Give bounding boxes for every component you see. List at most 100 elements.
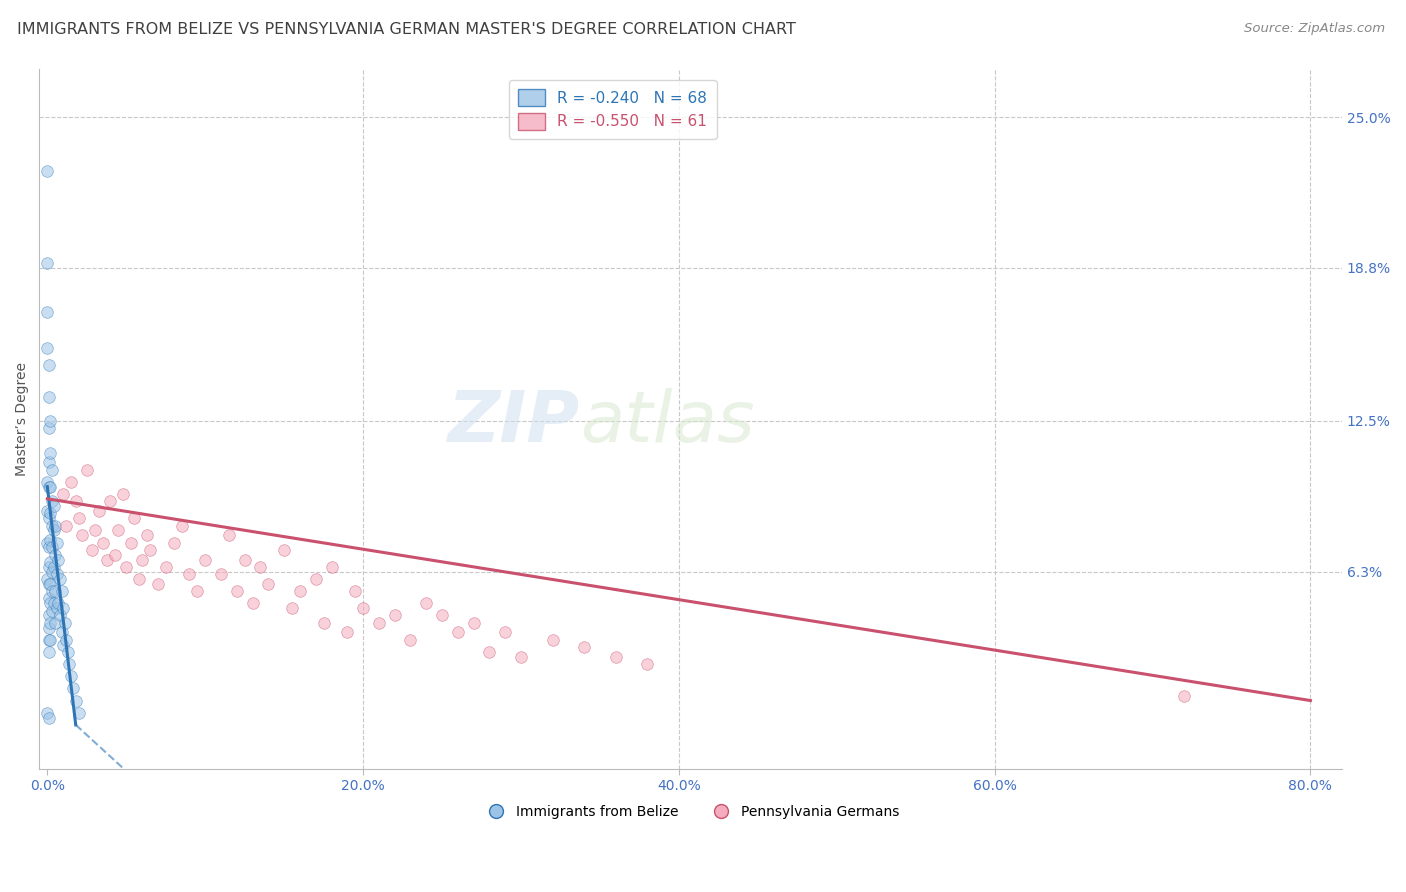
Point	[91, 535, 114, 549]
Point	[39, 596, 62, 610]
Text: IMMIGRANTS FROM BELIZE VS PENNSYLVANIA GERMAN MASTER'S DEGREE CORRELATION CHART: IMMIGRANTS FROM BELIZE VS PENNSYLVANIA G…	[17, 22, 796, 37]
Point	[48, 596, 70, 610]
Point	[41, 584, 63, 599]
Point	[49, 608, 72, 623]
Point	[170, 518, 193, 533]
Point	[38, 608, 60, 623]
Point	[52, 601, 75, 615]
Point	[218, 528, 240, 542]
Point	[352, 601, 374, 615]
Point	[1173, 689, 1195, 703]
Point	[146, 577, 169, 591]
Point	[83, 524, 105, 538]
Point	[41, 541, 63, 555]
Point	[225, 584, 247, 599]
Point	[38, 591, 60, 606]
Point	[415, 596, 437, 610]
Point	[312, 615, 335, 630]
Point	[104, 548, 127, 562]
Point	[56, 645, 79, 659]
Text: Source: ZipAtlas.com: Source: ZipAtlas.com	[1244, 22, 1385, 36]
Point	[194, 552, 217, 566]
Point	[344, 584, 367, 599]
Point	[37, 163, 59, 178]
Point	[38, 577, 60, 591]
Point	[242, 596, 264, 610]
Point	[39, 480, 62, 494]
Point	[76, 462, 98, 476]
Point	[41, 604, 63, 618]
Point	[55, 632, 77, 647]
Point	[37, 706, 59, 720]
Text: ZIP: ZIP	[447, 387, 581, 457]
Point	[38, 559, 60, 574]
Legend: Immigrants from Belize, Pennsylvania Germans: Immigrants from Belize, Pennsylvania Ger…	[477, 799, 905, 825]
Point	[38, 358, 60, 372]
Point	[51, 584, 73, 599]
Point	[48, 552, 70, 566]
Point	[37, 256, 59, 270]
Point	[45, 601, 67, 615]
Point	[37, 572, 59, 586]
Point	[430, 608, 453, 623]
Point	[70, 528, 93, 542]
Point	[257, 577, 280, 591]
Point	[59, 475, 82, 489]
Point	[41, 494, 63, 508]
Point	[41, 518, 63, 533]
Point	[53, 615, 76, 630]
Point	[37, 475, 59, 489]
Point	[131, 552, 153, 566]
Point	[39, 507, 62, 521]
Point	[38, 390, 60, 404]
Point	[281, 601, 304, 615]
Point	[305, 572, 328, 586]
Point	[45, 535, 67, 549]
Point	[39, 632, 62, 647]
Point	[39, 445, 62, 459]
Point	[62, 681, 84, 696]
Point	[115, 559, 138, 574]
Point	[39, 615, 62, 630]
Point	[89, 504, 111, 518]
Point	[38, 621, 60, 635]
Point	[80, 542, 103, 557]
Point	[45, 567, 67, 582]
Point	[273, 542, 295, 557]
Point	[96, 552, 118, 566]
Point	[128, 572, 150, 586]
Point	[67, 511, 90, 525]
Point	[44, 518, 66, 533]
Point	[233, 552, 256, 566]
Text: atlas: atlas	[581, 387, 755, 457]
Point	[447, 625, 470, 640]
Point	[44, 548, 66, 562]
Point	[100, 494, 122, 508]
Point	[65, 693, 87, 707]
Point	[59, 669, 82, 683]
Point	[39, 555, 62, 569]
Point	[399, 632, 422, 647]
Point	[37, 504, 59, 518]
Point	[44, 615, 66, 630]
Point	[41, 462, 63, 476]
Point	[55, 518, 77, 533]
Point	[44, 584, 66, 599]
Point	[179, 567, 201, 582]
Point	[155, 559, 177, 574]
Point	[494, 625, 516, 640]
Point	[38, 455, 60, 469]
Point	[52, 638, 75, 652]
Point	[288, 584, 311, 599]
Point	[38, 480, 60, 494]
Point	[249, 559, 271, 574]
Point	[42, 499, 65, 513]
Point	[38, 421, 60, 435]
Point	[384, 608, 406, 623]
Point	[41, 565, 63, 579]
Point	[67, 706, 90, 720]
Point	[541, 632, 564, 647]
Point	[636, 657, 658, 671]
Point	[37, 304, 59, 318]
Point	[135, 528, 157, 542]
